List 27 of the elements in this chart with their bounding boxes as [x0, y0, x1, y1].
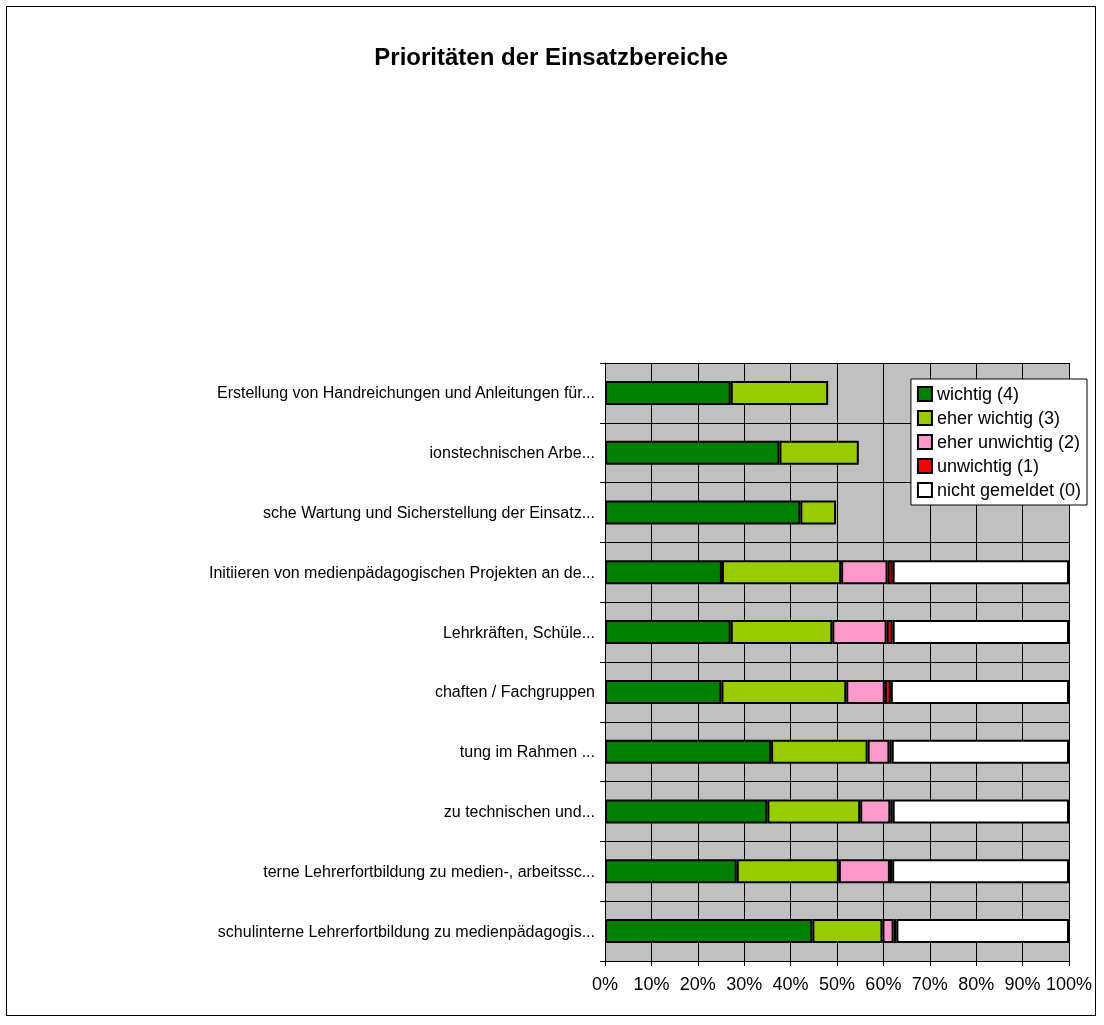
chart-title: Prioritäten der Einsatzbereiche [374, 42, 728, 70]
y-tick-label: ionstechnischen Arbe... [429, 444, 595, 462]
x-tick-label: 70% [911, 974, 948, 994]
legend-label: unwichtig (1) [936, 456, 1039, 476]
x-tick-label: 30% [726, 974, 763, 994]
legend-label: wichtig (4) [935, 384, 1019, 404]
x-tick-label: 10% [633, 974, 670, 994]
legend-label: nicht gemeldet (0) [936, 480, 1082, 500]
x-tick-label: 90% [1004, 974, 1041, 994]
legend-label: eher wichtig (3) [936, 408, 1060, 428]
x-tick-label: 0% [591, 974, 619, 994]
x-tick-label: 60% [865, 974, 902, 994]
x-tick-label: 40% [772, 974, 809, 994]
x-tick-label: 80% [958, 974, 995, 994]
y-tick-label: chaften / Fachgruppen [434, 683, 595, 701]
y-tick-label: Erstellung von Handreichungen und Anleitungen für... [216, 384, 595, 402]
y-tick-label: sche Wartung und Sicherstellung der Einsatz... [262, 504, 595, 521]
legend-label: eher unwichtig (2) [936, 432, 1081, 452]
y-tick-label: Lehrkräften, Schüle... [442, 623, 595, 641]
y-tick-label: Initiieren von medienpädagogischen Projekten an de... [208, 563, 595, 581]
y-tick-label: zu technischen und... [443, 803, 595, 820]
x-tick-label: 50% [818, 974, 856, 994]
y-tick-label: terne Lehrerfortbildung zu medien-, arbeitssc... [263, 862, 595, 880]
x-tick-label: 100% [1045, 974, 1092, 994]
x-tick-label: 20% [679, 974, 716, 994]
y-tick-label: tung im Rahmen ... [459, 743, 595, 761]
y-tick-label: schulinterne Lehrerfortbildung zu medienpädagogis... [217, 922, 595, 940]
